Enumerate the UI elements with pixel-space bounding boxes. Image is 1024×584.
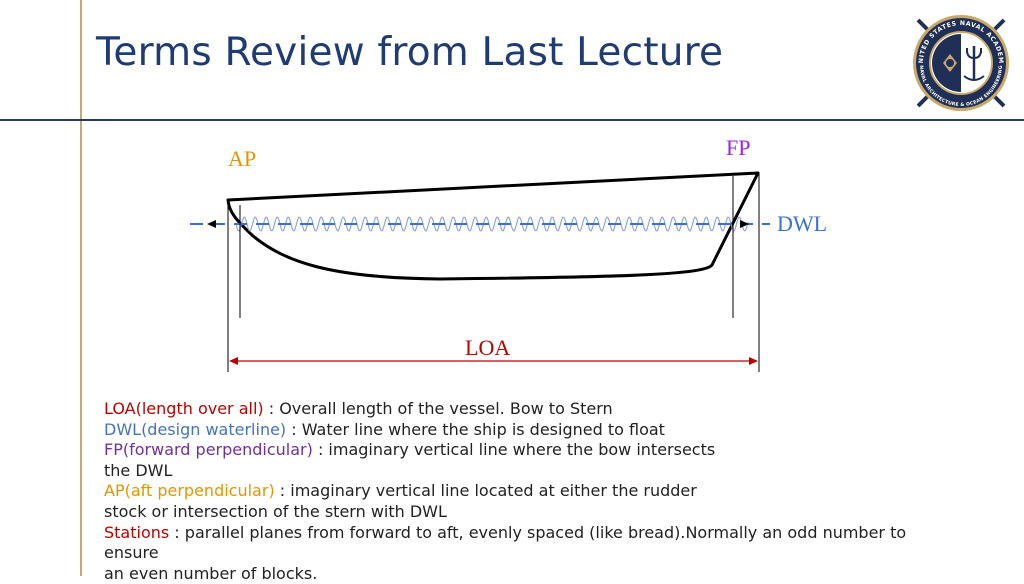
loa-arrowhead-left	[229, 357, 238, 365]
definition-stations: Stations : parallel planes from forward …	[104, 523, 964, 564]
definition-ap: AP(aft perpendicular) : imaginary vertic…	[104, 481, 964, 502]
definitions-list: LOA(length over all) : Overall length of…	[104, 399, 964, 584]
term-dwl-expansion: (design waterline)	[141, 419, 287, 439]
hull-outline	[226, 171, 760, 281]
naval-academy-seal-icon: UNITED STATES NAVAL ACADEMY NAVAL ARCHIT…	[908, 10, 1009, 111]
definition-dwl-text: : Water line where the ship is designed …	[286, 419, 665, 439]
dwl-arrowhead-right	[740, 220, 749, 228]
loa-label: LOA	[465, 335, 510, 360]
definition-ap-continued: stock or intersection of the stern with …	[104, 501, 447, 521]
definition-ap-text: : imaginary vertical line located at eit…	[274, 481, 697, 501]
definition-fp-text: : imaginary vertical line where the bow …	[312, 440, 716, 460]
definition-loa: LOA(length over all) : Overall length of…	[104, 399, 964, 420]
dwl-arrowhead-left	[207, 220, 216, 228]
definition-stations-text: : parallel planes from forward to aft, e…	[104, 522, 907, 563]
waterline-wave	[235, 216, 749, 232]
fp-label: FP	[726, 135, 750, 160]
term-fp: FP	[104, 440, 123, 460]
term-stations: Stations	[104, 522, 170, 542]
definition-fp: FP(forward perpendicular) : imaginary ve…	[104, 440, 964, 461]
definition-stations-continued: an even number of blocks.	[104, 563, 318, 583]
term-loa-expansion: (length over all)	[135, 399, 264, 418]
definition-loa-text: : Overall length of the vessel. Bow to S…	[263, 399, 613, 418]
header-divider	[0, 119, 1024, 121]
loa-arrowhead-right	[749, 357, 758, 365]
vertical-accent-line	[80, 0, 82, 576]
term-fp-expansion: (forward perpendicular)	[122, 440, 313, 460]
definition-fp-continued: the DWL	[104, 460, 173, 480]
slide-title: Terms Review from Last Lecture	[96, 30, 724, 75]
dwl-label: DWL	[777, 211, 827, 236]
term-loa: LOA	[104, 399, 136, 418]
term-dwl: DWL	[104, 419, 142, 439]
definition-dwl: DWL(design waterline) : Water line where…	[104, 420, 964, 441]
term-ap-expansion: (aft perpendicular)	[124, 481, 275, 501]
term-ap: AP	[104, 481, 125, 501]
ap-label: AP	[228, 146, 256, 171]
